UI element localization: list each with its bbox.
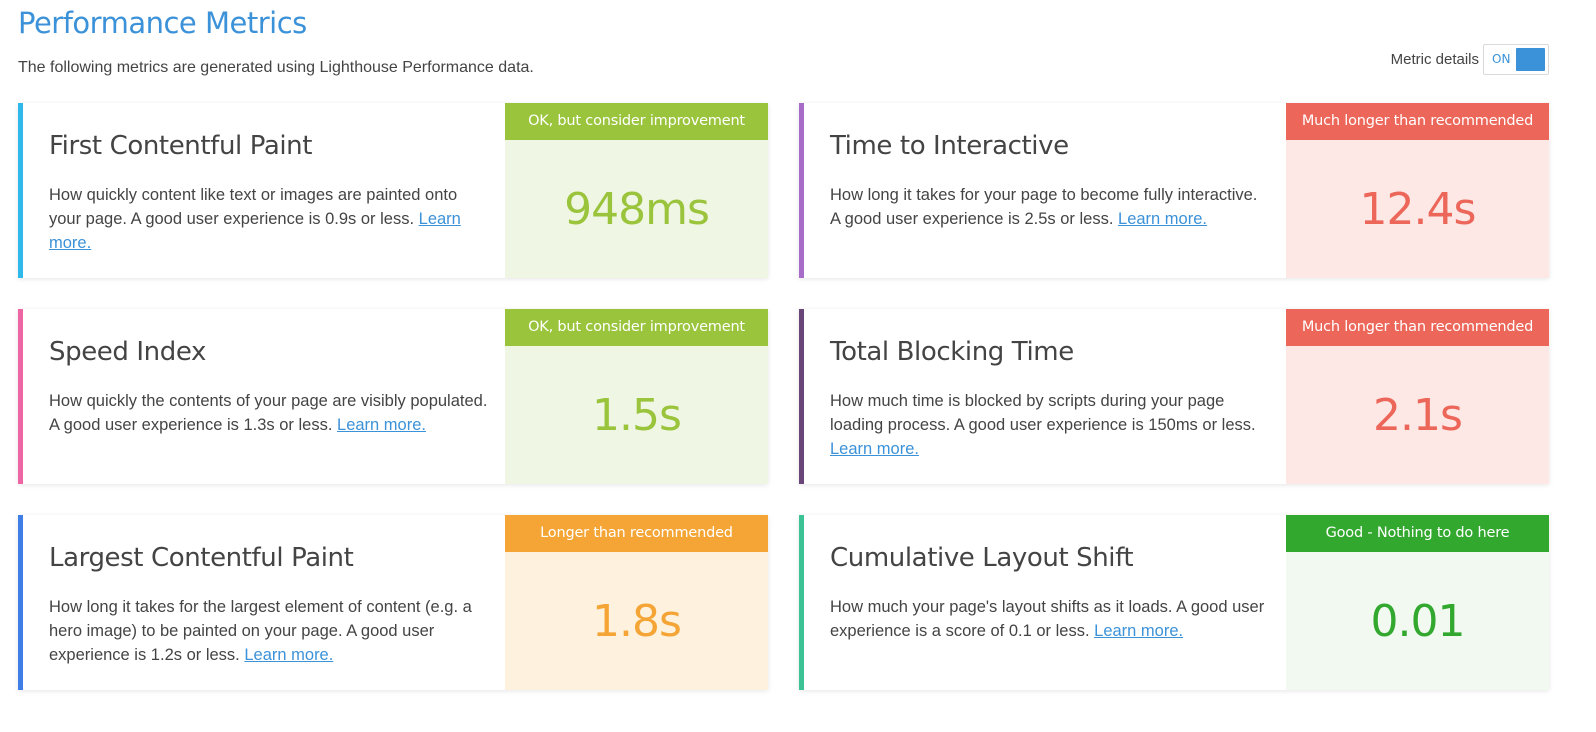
metric-value: 948ms: [564, 183, 710, 235]
metric-name: Largest Contentful Paint: [49, 543, 354, 573]
metric-value: 1.8s: [592, 595, 682, 647]
metric-description-text: How quickly the contents of your page ar…: [49, 392, 488, 434]
card-accent: [18, 103, 23, 278]
metric-value-panel: OK, but consider improvement 948ms: [505, 103, 768, 278]
toggle-knob: [1516, 48, 1545, 71]
metric-name: Time to Interactive: [830, 131, 1069, 161]
metric-description: How quickly content like text or images …: [49, 183, 489, 255]
metric-value: 2.1s: [1373, 389, 1463, 441]
learn-more-link[interactable]: Learn more.: [244, 646, 334, 664]
card-accent: [799, 309, 804, 484]
metric-description-text: How long it takes for the largest elemen…: [49, 598, 472, 664]
metric-details-control: Metric details ON: [1391, 44, 1549, 75]
metric-description: How quickly the contents of your page ar…: [49, 389, 489, 437]
metric-value-panel: OK, but consider improvement 1.5s: [505, 309, 768, 484]
metric-card-time-to-interactive: Time to Interactive How long it takes fo…: [799, 103, 1549, 278]
card-accent: [18, 309, 23, 484]
learn-more-link[interactable]: Learn more.: [49, 210, 461, 252]
metric-card-largest-contentful-paint: Largest Contentful Paint How long it tak…: [18, 515, 768, 690]
status-badge: OK, but consider improvement: [505, 103, 768, 140]
card-accent: [799, 103, 804, 278]
metric-value: 0.01: [1370, 595, 1466, 647]
metric-value-panel: Good - Nothing to do here 0.01: [1286, 515, 1549, 690]
metric-value-panel: Longer than recommended 1.8s: [505, 515, 768, 690]
metric-name: Cumulative Layout Shift: [830, 543, 1134, 573]
page-subtitle: The following metrics are generated usin…: [18, 59, 534, 76]
metric-name: Speed Index: [49, 337, 206, 367]
metric-card-cumulative-layout-shift: Cumulative Layout Shift How much your pa…: [799, 515, 1549, 690]
metric-details-label: Metric details: [1390, 51, 1479, 68]
learn-more-link[interactable]: Learn more.: [1118, 210, 1207, 228]
status-badge: Longer than recommended: [505, 515, 768, 552]
metric-card-total-blocking-time: Total Blocking Time How much time is blo…: [799, 309, 1549, 484]
status-badge: Much longer than recommended: [1286, 309, 1549, 346]
page-title: Performance Metrics: [18, 6, 307, 40]
learn-more-link[interactable]: Learn more.: [1094, 622, 1184, 640]
metric-description: How long it takes for your page to becom…: [830, 183, 1270, 231]
learn-more-link[interactable]: Learn more.: [337, 416, 426, 434]
toggle-state-text: ON: [1492, 52, 1511, 66]
status-badge: Good - Nothing to do here: [1286, 515, 1549, 552]
metric-card-first-contentful-paint: First Contentful Paint How quickly conte…: [18, 103, 768, 278]
metric-description-text: How much your page's layout shifts as it…: [830, 598, 1265, 640]
metric-name: Total Blocking Time: [830, 337, 1074, 367]
metric-description: How much time is blocked by scripts duri…: [830, 389, 1270, 461]
metric-description: How much your page's layout shifts as it…: [830, 595, 1270, 643]
metric-description-text: How much time is blocked by scripts duri…: [830, 392, 1256, 434]
metric-details-toggle[interactable]: ON: [1483, 44, 1549, 75]
metric-value-panel: Much longer than recommended 12.4s: [1286, 103, 1549, 278]
status-badge: OK, but consider improvement: [505, 309, 768, 346]
metric-card-speed-index: Speed Index How quickly the contents of …: [18, 309, 768, 484]
metric-name: First Contentful Paint: [49, 131, 313, 161]
status-badge: Much longer than recommended: [1286, 103, 1549, 140]
metric-description-text: How long it takes for your page to becom…: [830, 186, 1258, 228]
metric-value: 1.5s: [592, 389, 682, 441]
metric-value-panel: Much longer than recommended 2.1s: [1286, 309, 1549, 484]
learn-more-link[interactable]: Learn more.: [830, 440, 919, 458]
metric-value: 12.4s: [1359, 183, 1477, 235]
card-accent: [18, 515, 23, 690]
card-accent: [799, 515, 804, 690]
metric-description: How long it takes for the largest elemen…: [49, 595, 489, 667]
metric-description-text: How quickly content like text or images …: [49, 186, 458, 228]
